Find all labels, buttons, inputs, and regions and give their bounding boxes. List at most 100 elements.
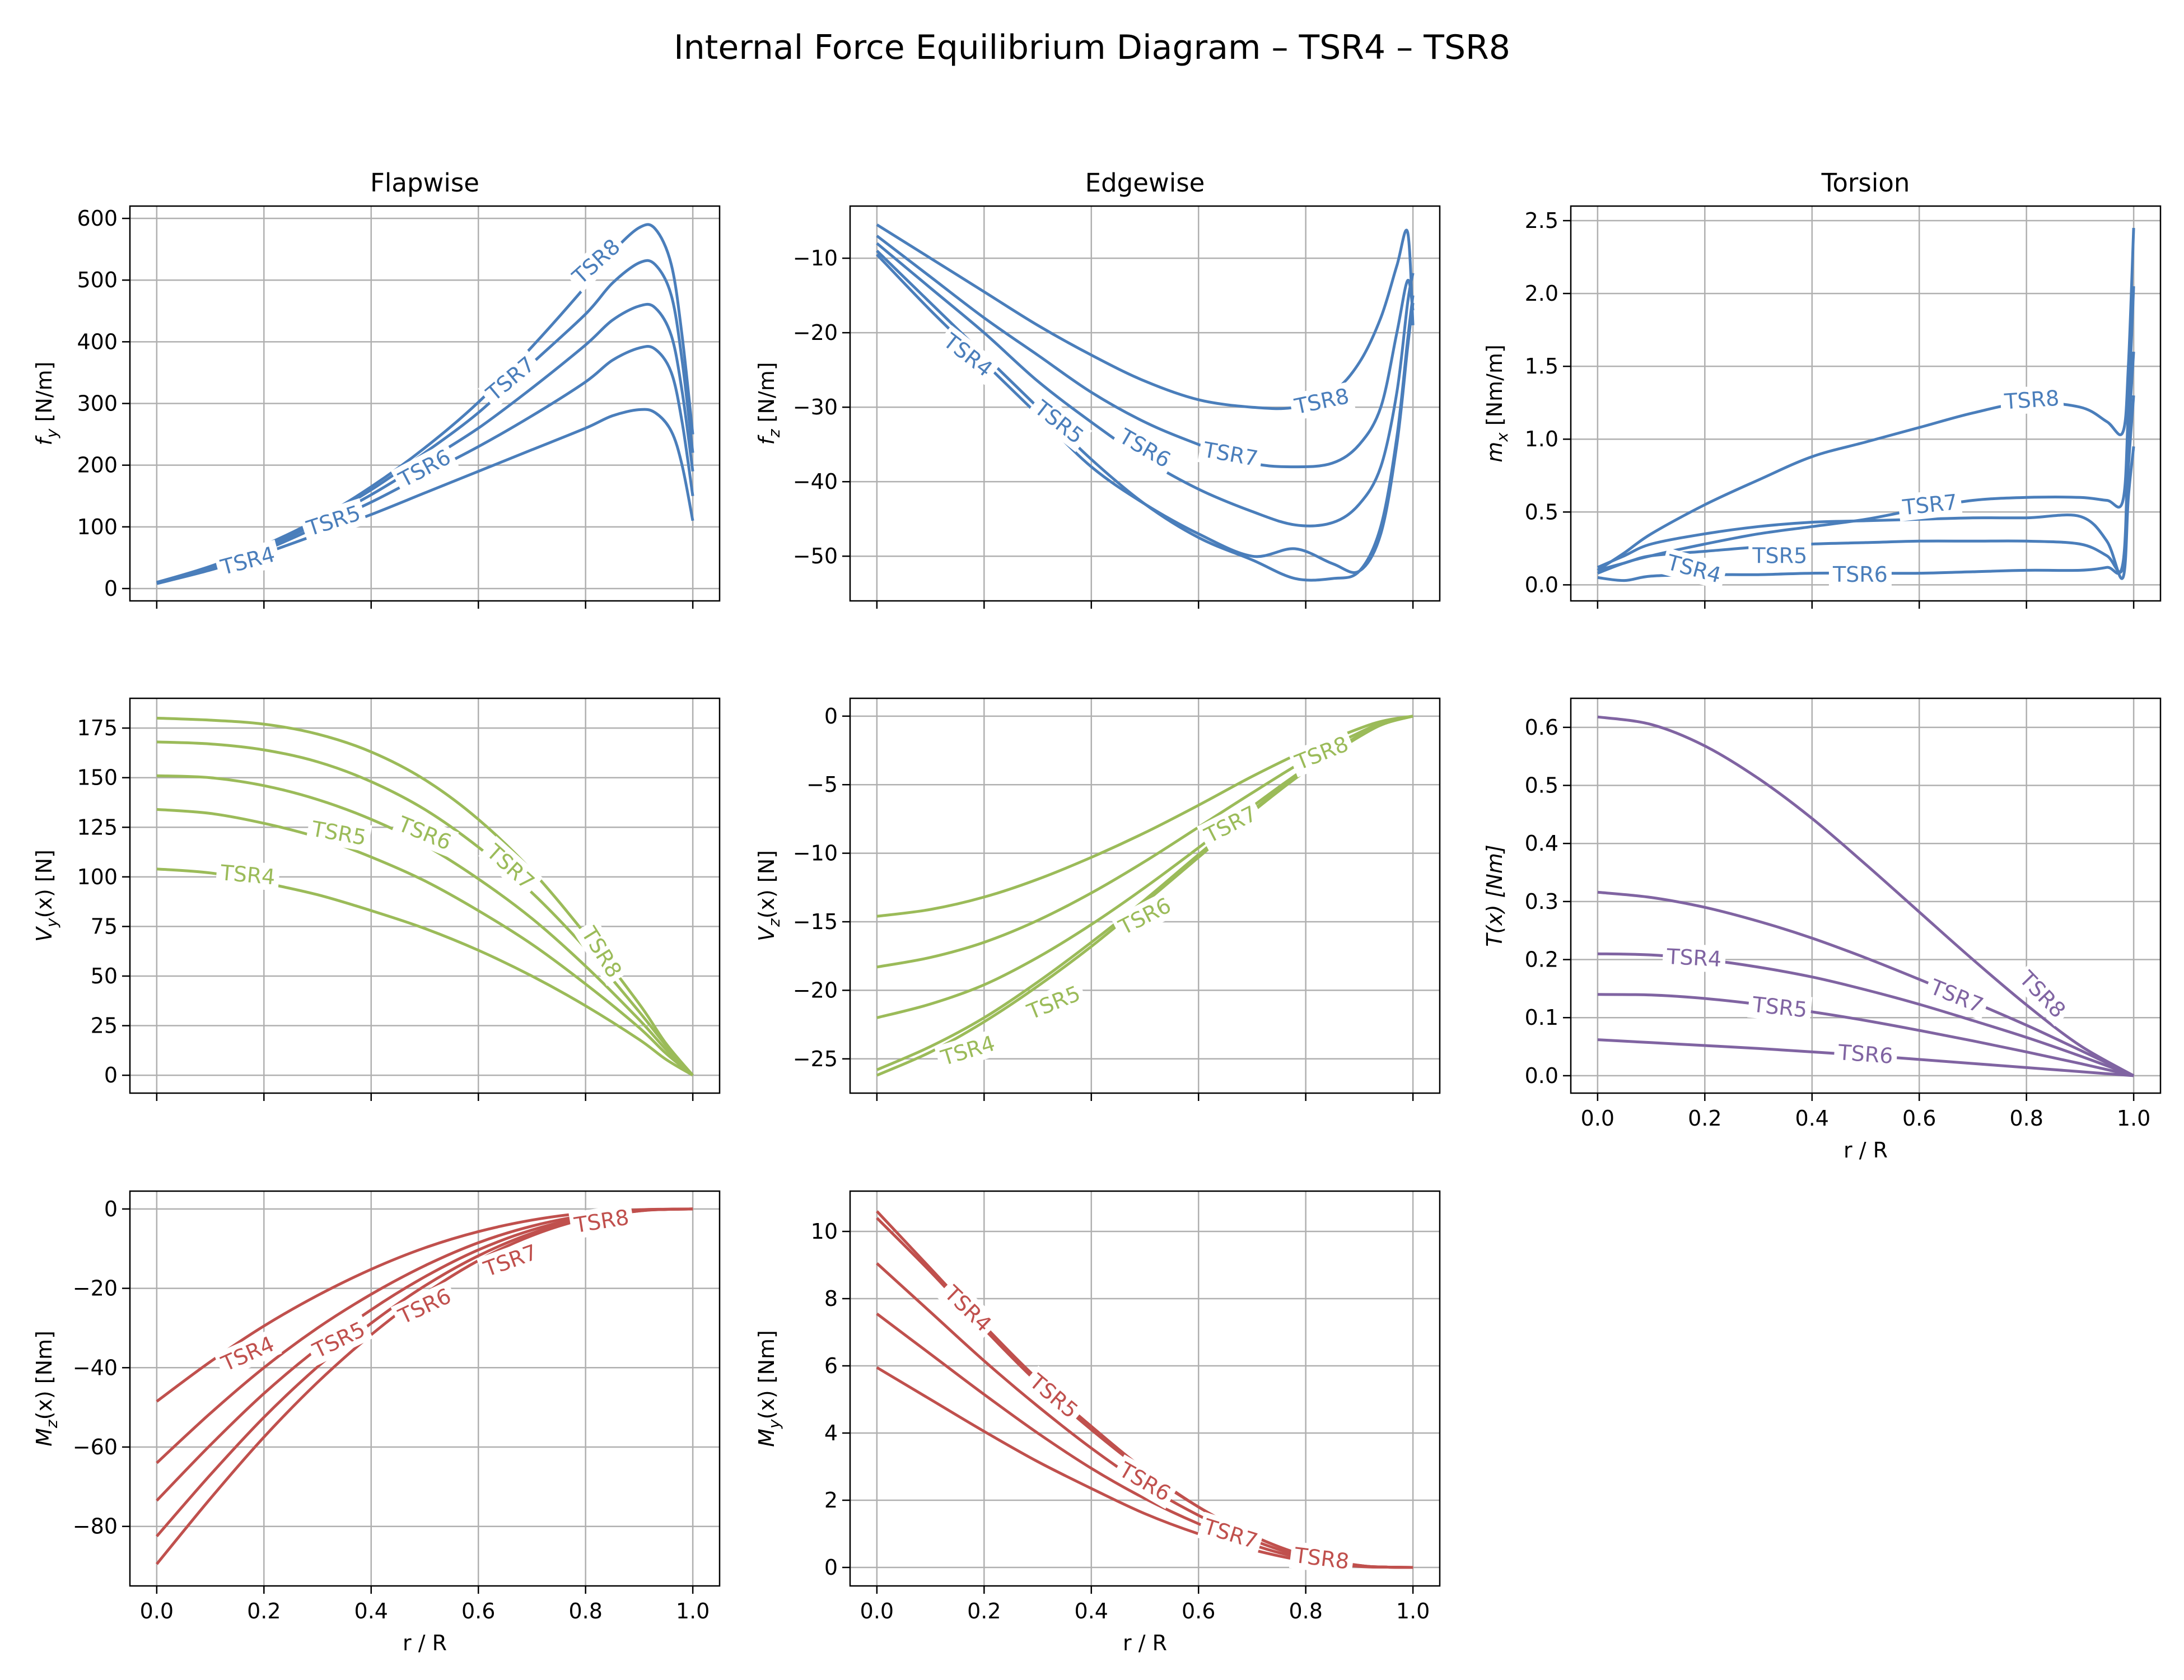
y-tick-label: 25 xyxy=(91,1014,118,1038)
axes-frame-mx xyxy=(1570,205,2162,602)
figure-title: Internal Force Equilibrium Diagram – TSR… xyxy=(674,28,1510,67)
y-tick-label: 2.0 xyxy=(1525,281,1558,306)
series-label-text: TSR6 xyxy=(394,811,455,855)
series-line-tsr7 xyxy=(876,1313,1413,1569)
series-label-tsr6: TSR6 xyxy=(390,809,459,858)
series-line-tsr5 xyxy=(1597,395,2135,574)
y-tick-label: −10 xyxy=(793,246,838,270)
y-label-subscript: z xyxy=(765,428,783,438)
series-label-text: TSR8 xyxy=(572,1205,631,1238)
series-label-tsr8: TSR8 xyxy=(1999,384,2064,416)
series-line-tsr8 xyxy=(1597,227,2135,572)
series-line-tsr4 xyxy=(876,253,1415,574)
series-label-bg xyxy=(1747,990,1813,1024)
x-tick-label: 1.0 xyxy=(676,1599,710,1623)
series-label-tsr7: TSR7 xyxy=(478,348,544,409)
x-tick-label: 0.0 xyxy=(860,1599,894,1623)
series-label-bg xyxy=(215,858,281,892)
y-tick-label: −20 xyxy=(793,320,838,345)
series-label-tsr7: TSR7 xyxy=(478,836,543,898)
x-tick-label: 1.0 xyxy=(1396,1599,1430,1623)
series-label-bg xyxy=(478,348,544,409)
y-label-subscript: z xyxy=(43,1419,61,1429)
y-axis-label-vy: Vy(x) [N] xyxy=(32,850,61,942)
series-label-tsr6: TSR6 xyxy=(1833,1038,1898,1070)
series-line-tsr6 xyxy=(156,774,694,1076)
grid-vz xyxy=(850,698,1440,1093)
y-tick-label: 300 xyxy=(77,391,118,416)
panel-fz: TSR4 TSR5 TSR6 TSR7 TSR8 −10 −20 −30 −40 −50 Edgew… xyxy=(754,168,1441,609)
grid-fy xyxy=(130,206,720,601)
series-label-tsr8: TSR8 xyxy=(1287,729,1356,778)
y-tick-label: 150 xyxy=(77,766,118,790)
series-label-bg xyxy=(390,809,459,858)
y-axis-label-fy: fy [N/m] xyxy=(32,362,61,446)
y-label-subscript: y xyxy=(765,1419,783,1429)
series-line-tsr7 xyxy=(156,740,694,1076)
series-line-tsr5 xyxy=(876,715,1413,1071)
y-tick-label: 600 xyxy=(77,206,118,231)
series-label-bg xyxy=(935,325,1001,385)
y-tick-label: −60 xyxy=(73,1435,118,1459)
y-tick-label: 175 xyxy=(77,716,118,740)
series-label-text: TSR4 xyxy=(1665,944,1722,972)
series-label-text: TSR8 xyxy=(576,922,627,982)
series-label-bg xyxy=(478,836,543,898)
series-label-tsr8: TSR8 xyxy=(564,230,629,293)
x-tick-label: 0.2 xyxy=(967,1599,1001,1623)
x-tick-label: 0.8 xyxy=(1289,1599,1322,1623)
y-tick-label: −50 xyxy=(793,544,838,568)
series-line-tsr6 xyxy=(876,242,1415,528)
y-tick-label: 0 xyxy=(104,576,118,601)
series-label-bg xyxy=(1828,561,1892,589)
series-label-bg xyxy=(2011,962,2074,1026)
series-label-tsr6: TSR6 xyxy=(1828,561,1892,589)
series-label-bg xyxy=(300,498,368,543)
series-label-tsr5: TSR5 xyxy=(305,1314,374,1366)
series-label-bg xyxy=(305,814,372,852)
y-tick-label: 500 xyxy=(77,268,118,292)
y-label-symbol: V xyxy=(32,926,57,942)
y-tick-label: 1.0 xyxy=(1525,427,1558,451)
series-label-tsr4: TSR4 xyxy=(215,858,281,892)
y-tick-label: 0 xyxy=(104,1197,118,1221)
y-tick-label: 0.6 xyxy=(1525,715,1558,740)
y-tick-label: 0 xyxy=(104,1063,118,1088)
series-label-bg xyxy=(1922,972,1991,1021)
series-line-tsr8 xyxy=(155,1207,693,1565)
series-line-tsr7 xyxy=(1597,286,2135,575)
y-tick-label: −10 xyxy=(793,841,838,866)
series-label-text: TSR8 xyxy=(1291,731,1352,775)
y-axis-label-tx: T(x) [Nm] xyxy=(1482,844,1507,947)
y-axis-label-fz: fz [N/m] xyxy=(754,362,783,445)
series-line-tsr8 xyxy=(876,223,1415,410)
y-label-unit: (x) [Nm] xyxy=(32,1331,57,1420)
series-label-bg xyxy=(1197,1511,1265,1556)
series-label-bg xyxy=(1111,421,1179,476)
y-tick-label: 1.5 xyxy=(1525,354,1558,379)
y-label-subscript: y xyxy=(43,918,61,928)
y-tick-label: −30 xyxy=(793,395,838,419)
series-label-bg xyxy=(1748,542,1812,570)
series-label-text: TSR5 xyxy=(1751,992,1808,1022)
series-group-my xyxy=(876,1210,1413,1569)
series-label-text: TSR4 xyxy=(219,860,276,889)
series-label-text: TSR7 xyxy=(1901,489,1958,520)
series-label-bg xyxy=(934,1028,1002,1073)
x-tick-label: 0.2 xyxy=(1688,1106,1721,1131)
series-label-bg xyxy=(1196,798,1265,851)
panel-title-fy: Flapwise xyxy=(370,168,479,198)
panel-mx: TSR4 TSR5 TSR6 TSR7 TSR8 0.0 0.5 1.0 1.5 2.0 2.5 To… xyxy=(1482,168,2162,609)
y-label-subscript: y xyxy=(43,428,61,438)
axes-frame-my xyxy=(849,1190,1441,1587)
grid-tx xyxy=(1571,698,2160,1093)
x-axis-label-my: r / R xyxy=(1123,1631,1167,1655)
y-tick-label: 0.5 xyxy=(1525,773,1558,798)
series-label-tsr7: TSR7 xyxy=(1897,488,1963,522)
series-label-bg xyxy=(1833,1038,1898,1070)
y-tick-label: 200 xyxy=(77,453,118,478)
series-label-bg xyxy=(1288,381,1356,421)
